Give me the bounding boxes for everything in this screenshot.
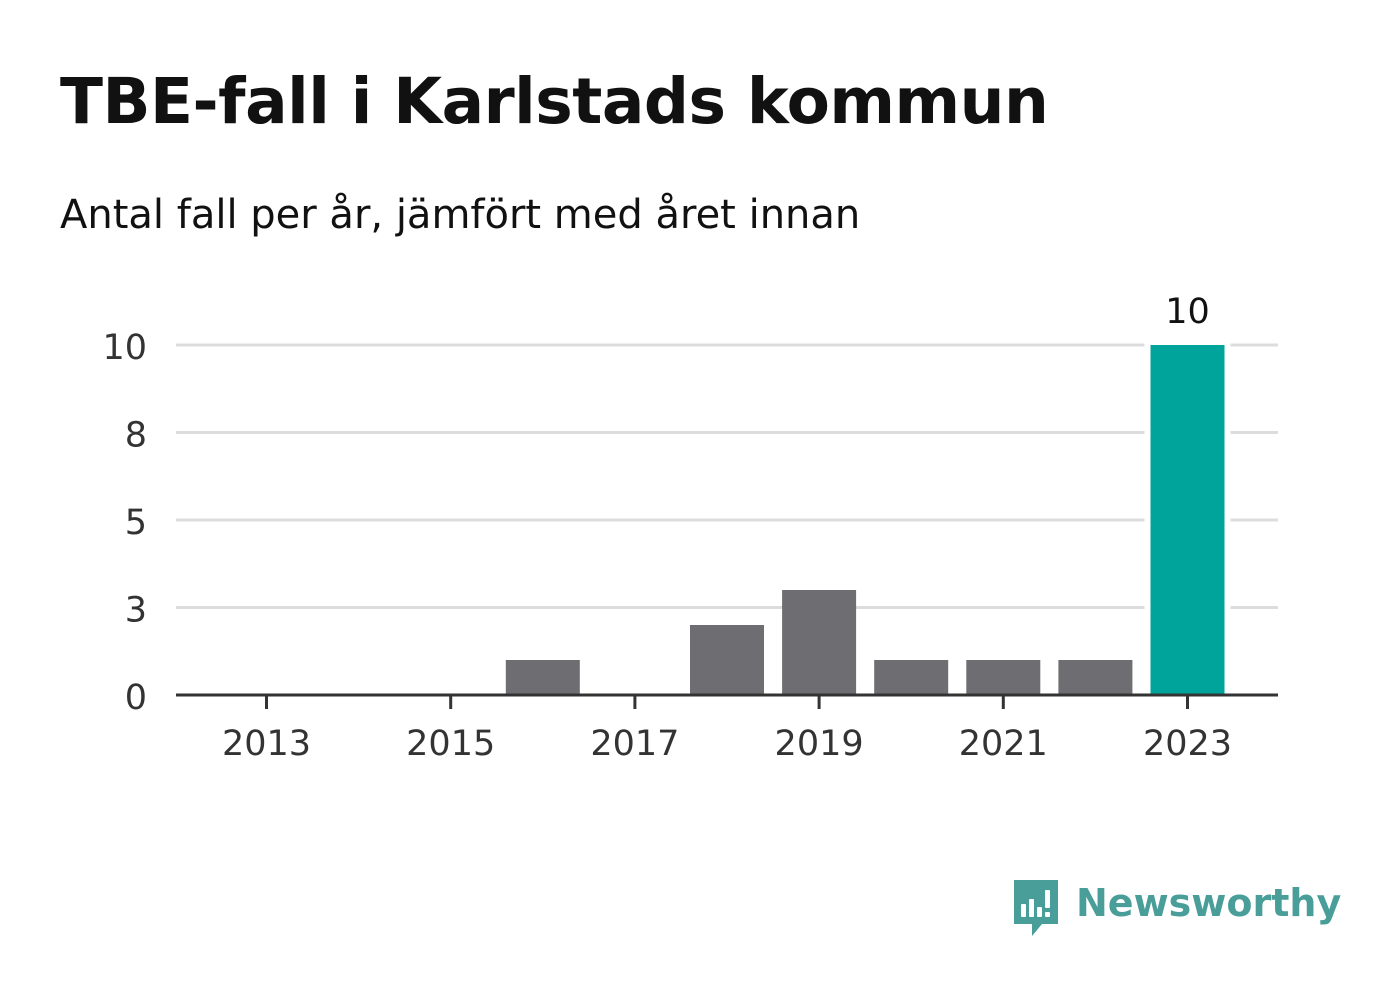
bars	[505, 341, 1231, 695]
bar	[1058, 660, 1133, 695]
chart-title: TBE-fall i Karlstads kommun	[60, 65, 1049, 138]
y-tick-label: 5	[125, 503, 147, 543]
x-tick-label: 2023	[1143, 724, 1232, 764]
brand-name: Newsworthy	[1076, 881, 1342, 925]
bar	[505, 660, 580, 695]
x-axis	[176, 693, 1278, 709]
data-label: 10	[1165, 292, 1210, 332]
y-tick-label: 3	[125, 591, 147, 631]
x-tick-label: 2021	[959, 724, 1048, 764]
brand-logo: Newsworthy	[1010, 876, 1341, 940]
y-axis-labels: 0 3 5 8 10	[102, 328, 147, 718]
y-tick-label: 0	[125, 678, 147, 718]
bar	[874, 660, 949, 695]
x-tick-label: 2013	[222, 724, 311, 764]
chart-subtitle: Antal fall per år, jämfört med året inna…	[60, 192, 861, 238]
y-tick-label: 8	[125, 416, 147, 456]
bar-highlighted	[1150, 345, 1225, 695]
x-tick-label: 2015	[406, 724, 495, 764]
bar	[690, 625, 764, 695]
newsworthy-logo-icon	[1014, 880, 1058, 936]
bar	[966, 660, 1041, 695]
y-tick-label: 10	[102, 328, 147, 368]
data-labels: 10	[1165, 292, 1210, 332]
bar	[782, 590, 857, 695]
grid-lines	[176, 343, 1278, 609]
x-tick-label: 2019	[775, 724, 864, 764]
x-axis-labels: 2013 2015 2017 2019 2021 2023	[222, 724, 1232, 764]
x-tick-label: 2017	[590, 724, 679, 764]
